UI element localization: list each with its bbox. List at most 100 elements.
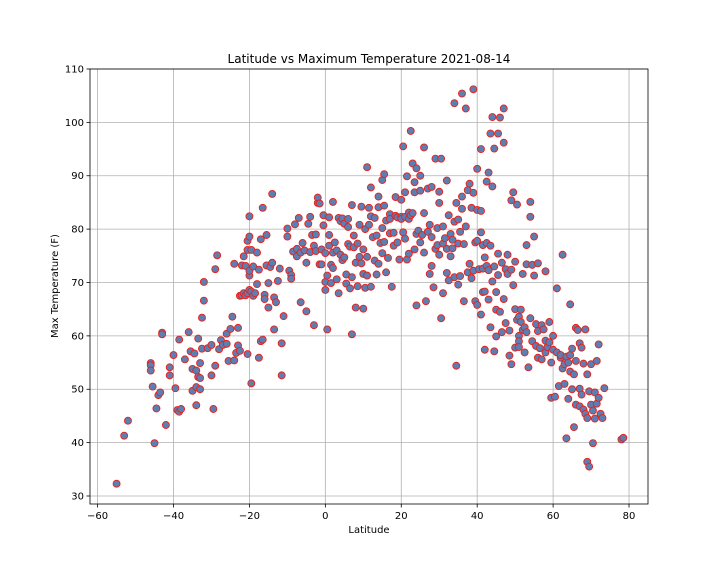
data-point (416, 238, 425, 247)
data-point (435, 199, 444, 207)
data-point (323, 271, 332, 280)
data-point (539, 325, 548, 334)
data-point (480, 253, 489, 262)
data-point (480, 287, 489, 296)
data-point (124, 416, 132, 425)
data-point (366, 183, 375, 192)
y-tick-label: 80 (71, 225, 84, 236)
data-point (518, 270, 527, 278)
data-point (347, 330, 356, 339)
data-point (363, 252, 372, 261)
data-point (461, 104, 470, 113)
data-point (526, 314, 535, 323)
data-point (516, 318, 525, 326)
x-tick-label: 0 (322, 511, 328, 522)
data-point (347, 201, 356, 210)
data-point (530, 232, 539, 241)
data-point (568, 385, 577, 394)
data-point (254, 353, 263, 362)
x-tick-label: −20 (239, 511, 260, 522)
data-point (353, 239, 362, 248)
data-point (564, 358, 573, 367)
data-point (380, 237, 389, 246)
data-point (146, 366, 155, 375)
data-point (570, 370, 578, 379)
data-point (458, 192, 466, 201)
data-point (541, 267, 550, 276)
data-point (486, 323, 495, 332)
data-point (477, 207, 485, 215)
data-point (175, 335, 184, 344)
data-point (465, 179, 474, 188)
data-point (347, 273, 356, 282)
data-point (507, 265, 516, 274)
data-point (496, 113, 504, 122)
data-point (277, 371, 286, 380)
data-point (420, 209, 428, 218)
data-point (594, 340, 603, 349)
x-tick-label: −40 (163, 511, 184, 522)
data-point (410, 245, 419, 254)
data-point (456, 272, 465, 281)
data-point (568, 344, 577, 353)
y-tick-label: 90 (71, 171, 84, 182)
data-point (583, 414, 592, 423)
data-point (499, 295, 508, 303)
data-point (270, 325, 279, 334)
data-point (359, 245, 368, 254)
data-point (522, 328, 531, 337)
data-point (600, 384, 609, 393)
data-point (480, 345, 489, 354)
data-point (387, 282, 396, 291)
x-tick-label: 80 (623, 511, 636, 522)
data-point (247, 379, 256, 388)
x-tick-label: −60 (87, 511, 108, 522)
data-point (296, 298, 305, 307)
data-point (492, 332, 501, 341)
data-point (458, 89, 466, 98)
data-point (448, 235, 457, 244)
data-point (344, 223, 353, 231)
y-tick-label: 110 (65, 65, 84, 76)
data-point (194, 334, 203, 343)
data-point (494, 249, 503, 258)
data-point (294, 213, 303, 222)
data-point (196, 359, 205, 368)
data-point (549, 331, 558, 340)
data-point (372, 270, 381, 279)
data-point (590, 414, 599, 423)
data-point (363, 163, 372, 172)
data-point (403, 172, 411, 181)
data-point (207, 340, 216, 349)
y-tick-label: 60 (71, 331, 84, 342)
data-point (484, 266, 493, 275)
data-point (516, 305, 525, 314)
data-point (262, 231, 271, 239)
data-point (222, 339, 231, 348)
data-point (535, 344, 544, 353)
data-point (150, 439, 159, 448)
data-point (499, 104, 508, 113)
data-point (243, 350, 252, 358)
data-point (490, 347, 499, 356)
data-point (469, 188, 478, 197)
data-point (148, 382, 157, 391)
data-point (310, 321, 318, 330)
data-point (283, 224, 292, 233)
x-tick-label: 60 (547, 511, 560, 522)
data-point (583, 370, 592, 379)
data-point (437, 154, 446, 163)
y-axis-ticks: 30 40 50 60 70 80 90 100 110 (65, 65, 90, 502)
data-point (425, 270, 434, 278)
data-point (579, 359, 588, 368)
data-point (522, 241, 531, 250)
data-point (399, 228, 408, 237)
data-point (488, 113, 497, 121)
data-point (340, 253, 349, 262)
data-point (321, 286, 330, 294)
data-point (425, 220, 434, 229)
data-point (401, 188, 410, 197)
data-point (551, 392, 559, 401)
data-point (465, 259, 474, 268)
data-point (112, 479, 121, 488)
